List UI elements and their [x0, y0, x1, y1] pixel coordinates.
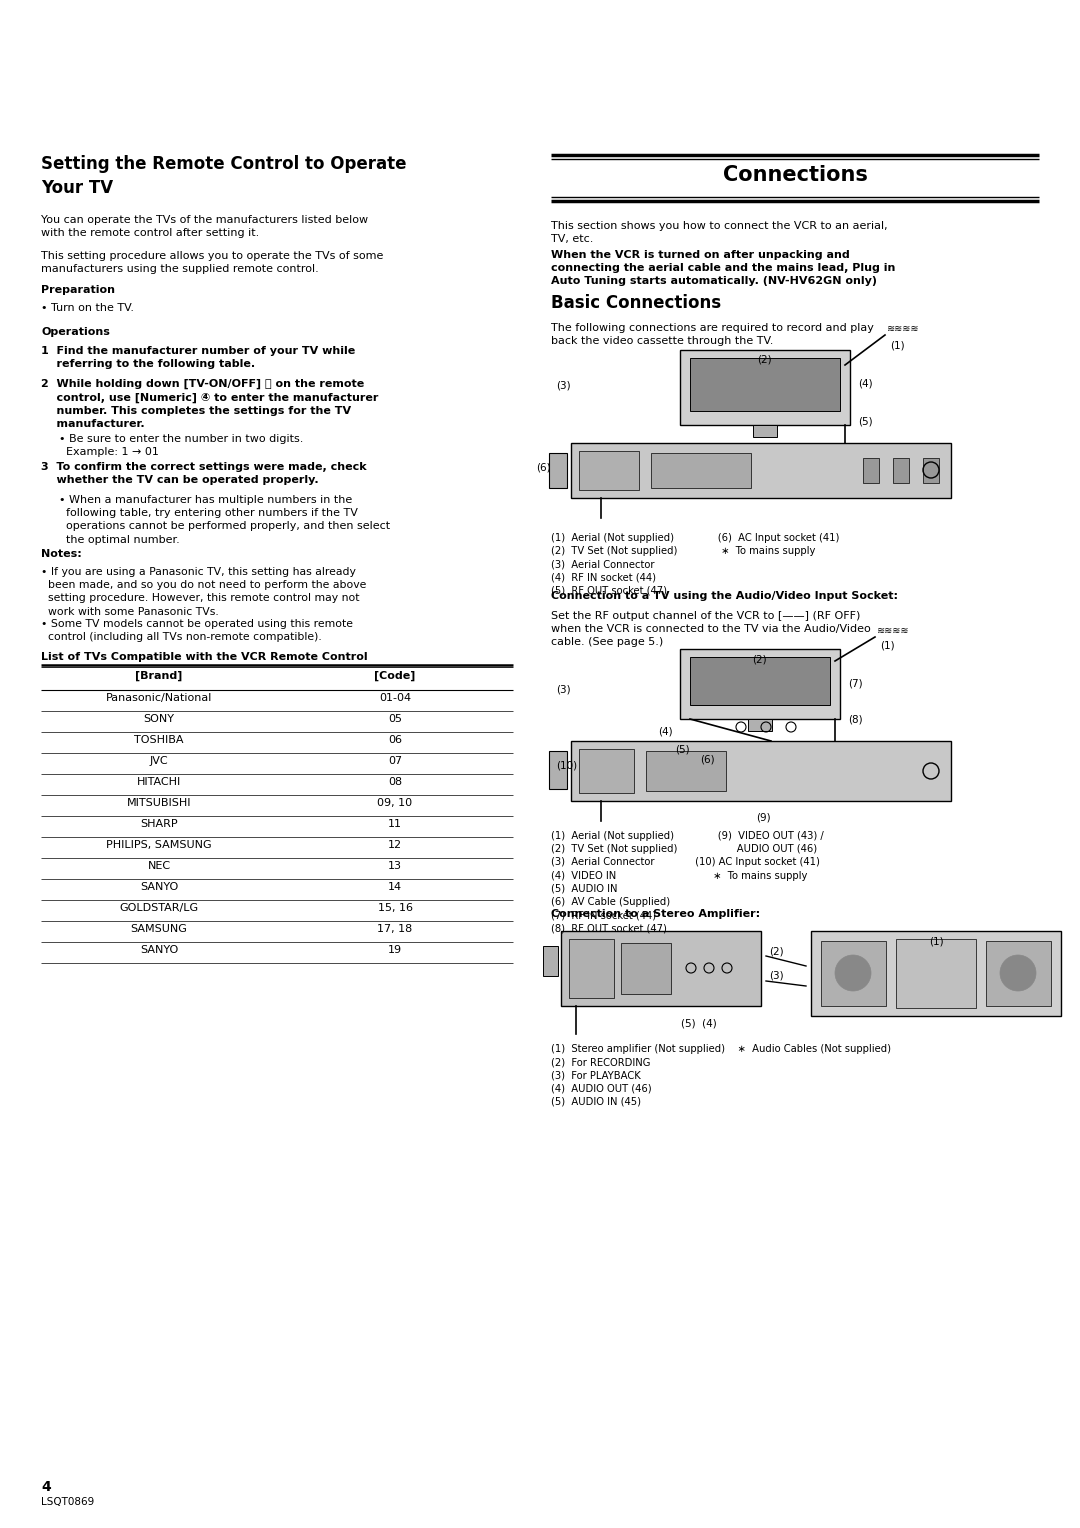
- Text: 06: 06: [388, 735, 402, 746]
- Text: 4: 4: [41, 1481, 51, 1494]
- Text: (7): (7): [848, 678, 863, 689]
- Bar: [571, 741, 951, 801]
- Text: When the VCR is turned on after unpacking and
connecting the aerial cable and th: When the VCR is turned on after unpackin…: [551, 251, 895, 286]
- Bar: [986, 941, 1051, 1005]
- Text: (10): (10): [556, 761, 577, 772]
- Text: Connection to a Stereo Amplifier:: Connection to a Stereo Amplifier:: [551, 909, 760, 918]
- Bar: [549, 750, 567, 788]
- Text: (6): (6): [536, 463, 551, 474]
- Bar: [549, 452, 567, 487]
- Text: This section shows you how to connect the VCR to an aerial,
TV, etc.: This section shows you how to connect th…: [551, 222, 888, 244]
- Text: 01-04: 01-04: [379, 694, 411, 703]
- Text: Notes:: Notes:: [41, 549, 82, 559]
- Text: SHARP: SHARP: [140, 819, 178, 830]
- Text: (3): (3): [556, 380, 570, 390]
- Bar: [811, 931, 1061, 1016]
- Text: (9): (9): [756, 813, 771, 824]
- Text: Panasonic/National: Panasonic/National: [106, 694, 212, 703]
- Text: (4): (4): [858, 379, 873, 390]
- Circle shape: [1000, 955, 1036, 992]
- Text: (5): (5): [858, 417, 873, 426]
- Text: (1)  Stereo amplifier (Not supplied)    ∗  Audio Cables (Not supplied)
(2)  For : (1) Stereo amplifier (Not supplied) ∗ Au…: [551, 1044, 891, 1106]
- Text: List of TVs Compatible with the VCR Remote Control: List of TVs Compatible with the VCR Remo…: [41, 652, 367, 662]
- Text: ≋≋≋≋: ≋≋≋≋: [887, 324, 919, 335]
- Text: Preparation: Preparation: [41, 286, 114, 295]
- Text: HITACHI: HITACHI: [137, 778, 181, 787]
- Bar: [923, 458, 939, 483]
- Text: (2): (2): [757, 354, 771, 365]
- Bar: [680, 649, 840, 720]
- Text: JVC: JVC: [150, 756, 168, 766]
- Text: 1  Find the manufacturer number of your TV while
    referring to the following : 1 Find the manufacturer number of your T…: [41, 345, 355, 370]
- Text: 11: 11: [388, 819, 402, 830]
- Text: (3): (3): [769, 970, 784, 981]
- Bar: [571, 443, 951, 498]
- Text: 2  While holding down [TV-ON/OFF] ⓱ on the remote
    control, use [Numeric] ④ t: 2 While holding down [TV-ON/OFF] ⓱ on th…: [41, 379, 378, 429]
- Text: LSQT0869: LSQT0869: [41, 1497, 94, 1507]
- Text: MITSUBISHI: MITSUBISHI: [126, 798, 191, 808]
- Text: You can operate the TVs of the manufacturers listed below
with the remote contro: You can operate the TVs of the manufactu…: [41, 215, 368, 238]
- Text: Set the RF output channel of the VCR to [——] (RF OFF)
when the VCR is connected : Set the RF output channel of the VCR to …: [551, 611, 870, 648]
- Bar: [863, 458, 879, 483]
- Text: (1): (1): [880, 642, 894, 651]
- Bar: [646, 750, 726, 792]
- Text: The following connections are required to record and play
back the video cassett: The following connections are required t…: [551, 322, 874, 347]
- Text: SANYO: SANYO: [140, 882, 178, 892]
- Text: NEC: NEC: [148, 860, 171, 871]
- Bar: [621, 943, 671, 995]
- Text: • If you are using a Panasonic TV, this setting has already
  been made, and so : • If you are using a Panasonic TV, this …: [41, 567, 366, 617]
- Text: TOSHIBA: TOSHIBA: [134, 735, 184, 746]
- Text: (1): (1): [929, 937, 943, 946]
- Bar: [579, 749, 634, 793]
- Text: (5)  (4): (5) (4): [681, 1018, 717, 1028]
- Circle shape: [835, 955, 870, 992]
- Text: Connections: Connections: [723, 165, 867, 185]
- Text: Setting the Remote Control to Operate
Your TV: Setting the Remote Control to Operate Yo…: [41, 154, 406, 197]
- Text: ≋≋≋≋: ≋≋≋≋: [877, 626, 909, 636]
- Bar: [748, 720, 772, 730]
- Text: 3  To confirm the correct settings were made, check
    whether the TV can be op: 3 To confirm the correct settings were m…: [41, 461, 366, 486]
- Text: 08: 08: [388, 778, 402, 787]
- Text: • Be sure to enter the number in two digits.
  Example: 1 → 01: • Be sure to enter the number in two dig…: [59, 434, 303, 457]
- Bar: [896, 940, 976, 1008]
- Text: PHILIPS, SAMSUNG: PHILIPS, SAMSUNG: [106, 840, 212, 850]
- Bar: [821, 941, 886, 1005]
- Text: 15, 16: 15, 16: [378, 903, 413, 914]
- Text: SONY: SONY: [144, 714, 175, 724]
- Text: 17, 18: 17, 18: [377, 924, 413, 934]
- Bar: [753, 425, 777, 437]
- Text: 05: 05: [388, 714, 402, 724]
- Text: 14: 14: [388, 882, 402, 892]
- Bar: [651, 452, 751, 487]
- Bar: [690, 657, 831, 704]
- Text: 09, 10: 09, 10: [377, 798, 413, 808]
- Text: GOLDSTAR/LG: GOLDSTAR/LG: [120, 903, 199, 914]
- Text: Operations: Operations: [41, 327, 110, 338]
- Text: [Code]: [Code]: [375, 671, 416, 681]
- Text: • When a manufacturer has multiple numbers in the
  following table, try enterin: • When a manufacturer has multiple numbe…: [59, 495, 390, 544]
- Text: (1): (1): [890, 341, 905, 350]
- Text: (8): (8): [848, 714, 863, 724]
- Bar: [893, 458, 909, 483]
- Text: (1)  Aerial (Not supplied)              (6)  AC Input socket (41)
(2)  TV Set (N: (1) Aerial (Not supplied) (6) AC Input s…: [551, 533, 839, 596]
- Text: (3): (3): [556, 685, 570, 694]
- Bar: [569, 940, 615, 998]
- Text: (5): (5): [675, 744, 690, 753]
- Text: Connection to a TV using the Audio/Video Input Socket:: Connection to a TV using the Audio/Video…: [551, 591, 897, 601]
- Bar: [680, 350, 850, 425]
- Bar: [561, 931, 761, 1005]
- Text: Basic Connections: Basic Connections: [551, 293, 721, 312]
- Text: 13: 13: [388, 860, 402, 871]
- Text: (6): (6): [700, 753, 715, 764]
- Text: 19: 19: [388, 944, 402, 955]
- Text: SAMSUNG: SAMSUNG: [131, 924, 188, 934]
- Bar: [543, 946, 558, 976]
- Text: This setting procedure allows you to operate the TVs of some
manufacturers using: This setting procedure allows you to ope…: [41, 251, 383, 274]
- Text: • Some TV models cannot be operated using this remote
  control (including all T: • Some TV models cannot be operated usin…: [41, 619, 353, 642]
- Text: (2): (2): [769, 946, 784, 957]
- Text: SANYO: SANYO: [140, 944, 178, 955]
- Text: (1)  Aerial (Not supplied)              (9)  VIDEO OUT (43) /
(2)  TV Set (Not s: (1) Aerial (Not supplied) (9) VIDEO OUT …: [551, 831, 824, 934]
- Text: 12: 12: [388, 840, 402, 850]
- Bar: [690, 358, 840, 411]
- Bar: [579, 451, 639, 490]
